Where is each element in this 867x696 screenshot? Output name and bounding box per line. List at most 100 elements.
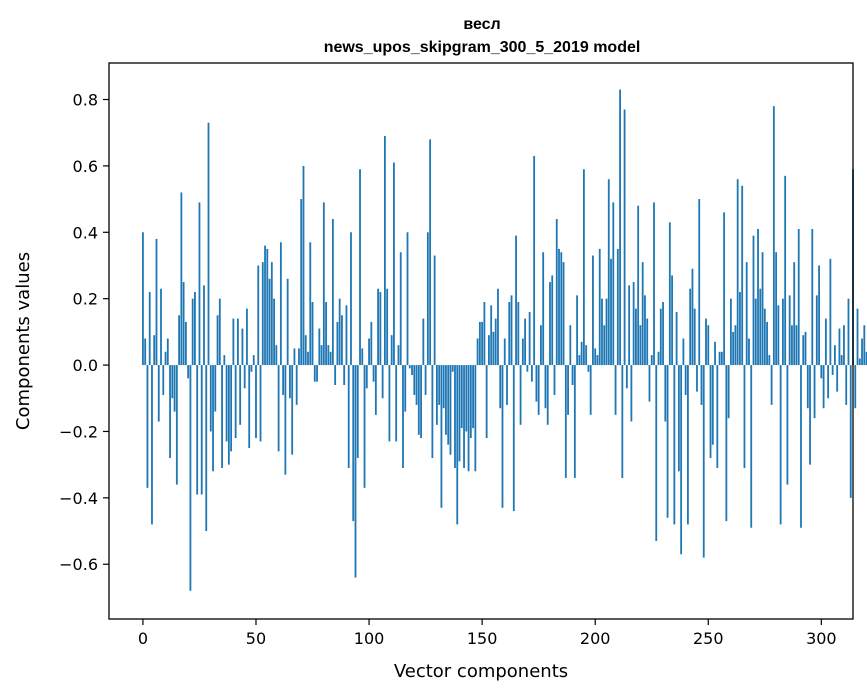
bar: [352, 365, 355, 522]
bar: [711, 365, 714, 445]
bar: [415, 365, 418, 405]
bar: [331, 219, 334, 366]
bar: [705, 318, 707, 366]
bar: [187, 365, 190, 379]
bar: [501, 365, 504, 508]
bar: [784, 175, 787, 366]
bar: [716, 365, 719, 468]
bar: [169, 365, 171, 459]
bar: [578, 355, 581, 366]
bar: [438, 365, 441, 405]
bar: [528, 311, 531, 366]
bar: [307, 351, 309, 366]
y-tick-label: 0.0: [73, 356, 98, 375]
bar: [818, 265, 820, 366]
bar: [788, 295, 791, 366]
bar: [146, 365, 149, 488]
bar: [397, 345, 400, 366]
bar: [723, 212, 726, 366]
y-tick-label: 0.4: [73, 223, 98, 242]
bar: [797, 228, 800, 366]
bar: [594, 348, 597, 366]
bar: [488, 335, 490, 366]
bar: [205, 365, 208, 532]
bar: [408, 365, 411, 369]
bar: [478, 321, 481, 366]
bar: [662, 302, 664, 366]
bar: [714, 341, 716, 366]
bar: [553, 365, 556, 395]
bar: [433, 255, 436, 366]
bar: [576, 295, 579, 366]
bar: [506, 365, 508, 405]
bar: [644, 295, 646, 366]
bar: [218, 298, 221, 366]
bar: [291, 365, 294, 455]
bar: [766, 321, 768, 366]
bar: [370, 321, 373, 366]
bar: [171, 365, 174, 399]
bar: [469, 365, 472, 439]
bar: [537, 365, 540, 415]
bar: [252, 355, 255, 366]
bar: [327, 345, 330, 366]
bar: [673, 365, 676, 525]
bar: [388, 365, 391, 442]
bar: [381, 365, 384, 399]
bar: [377, 288, 380, 366]
bar-series: [142, 89, 867, 591]
bar: [802, 335, 805, 366]
bar: [646, 318, 649, 366]
bar: [671, 275, 673, 366]
bar: [519, 365, 522, 425]
bar: [757, 228, 759, 366]
y-tick-label: 0.2: [73, 290, 98, 309]
bar: [255, 365, 257, 439]
bar: [239, 365, 242, 425]
bar: [442, 365, 445, 409]
bar: [815, 295, 818, 366]
bar: [526, 365, 529, 372]
bar: [164, 351, 167, 366]
bar: [334, 365, 337, 385]
bar: [845, 365, 848, 405]
bar: [508, 302, 511, 366]
bar: [598, 248, 601, 366]
bar: [666, 365, 669, 518]
bar: [266, 248, 269, 366]
bar: [359, 169, 361, 366]
bar: [535, 365, 538, 402]
bar: [463, 365, 465, 468]
bar: [420, 365, 422, 439]
bar: [607, 179, 610, 366]
bar: [781, 298, 784, 366]
bar: [246, 308, 248, 366]
bar: [675, 311, 678, 366]
bar: [524, 318, 526, 366]
bar: [811, 228, 814, 366]
bar: [144, 338, 147, 366]
bar: [732, 331, 735, 366]
bar: [241, 328, 244, 366]
bar: [361, 348, 364, 366]
bar: [616, 248, 619, 366]
bar: [191, 298, 194, 366]
bar: [655, 365, 658, 541]
bar: [734, 325, 737, 366]
bar: [237, 318, 239, 366]
bar: [320, 345, 323, 366]
bar: [214, 365, 217, 412]
bar: [739, 292, 741, 366]
x-tick-label: 300: [806, 629, 837, 648]
bar: [298, 348, 300, 366]
y-axis-ticks: −0.6 −0.4 −0.2 0.0 0.2 0.4 0.6 0.8: [59, 91, 109, 574]
bar: [173, 365, 176, 412]
x-tick-label: 200: [580, 629, 611, 648]
bar: [510, 295, 513, 366]
bar: [257, 265, 260, 366]
bar: [768, 355, 771, 366]
bar: [743, 365, 746, 468]
bar: [653, 202, 655, 366]
bar: [854, 365, 857, 409]
bar: [336, 321, 339, 366]
